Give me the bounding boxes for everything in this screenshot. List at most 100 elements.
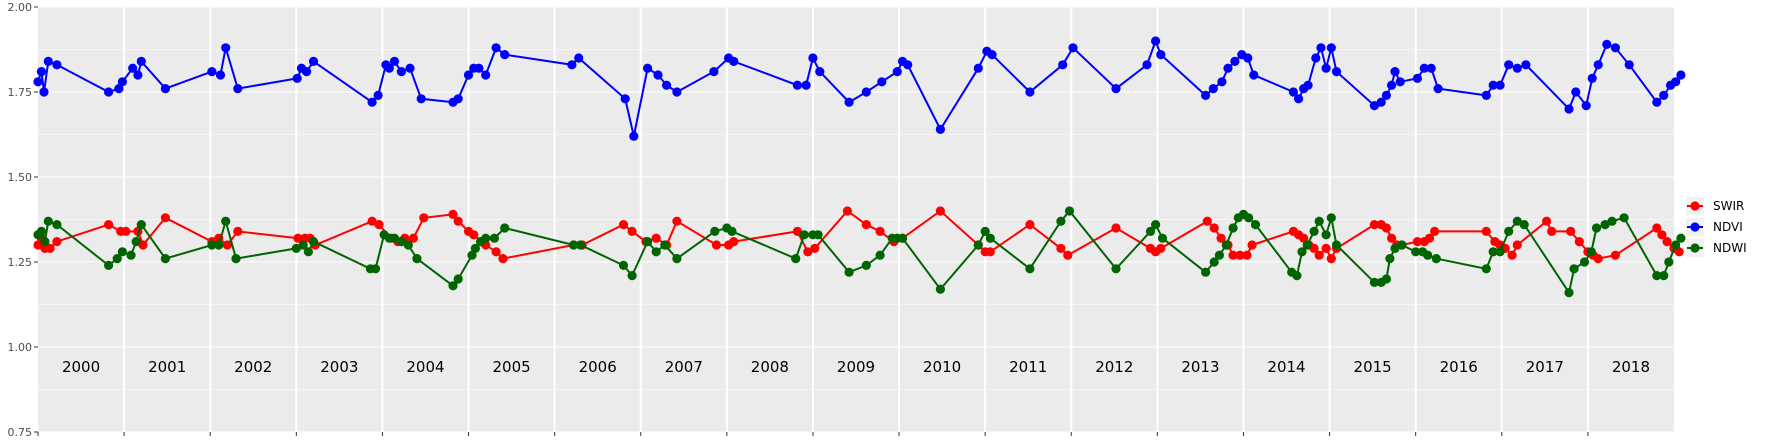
- data-point-ndwi: [1423, 250, 1433, 260]
- data-point-ndvi: [1326, 43, 1336, 53]
- data-point-ndvi: [1481, 90, 1491, 100]
- year-label: 2014: [1267, 358, 1305, 376]
- data-point-ndwi: [36, 226, 47, 236]
- data-point-ndwi: [1321, 230, 1331, 240]
- data-point-ndvi: [1217, 77, 1227, 87]
- data-point-ndwi: [1297, 247, 1307, 257]
- data-point-ndvi: [500, 50, 510, 60]
- data-point-ndwi: [1652, 271, 1662, 281]
- data-point-swir: [1321, 243, 1331, 253]
- data-point-ndvi: [416, 94, 426, 104]
- data-point-ndwi: [1664, 257, 1674, 267]
- data-point-ndwi: [52, 220, 62, 230]
- data-point-ndvi: [1151, 36, 1161, 46]
- data-point-ndwi: [308, 237, 319, 247]
- y-axis: 0.75 1.00 1.25 1.50 1.75 2.00: [8, 1, 38, 439]
- data-point-swir: [861, 220, 871, 230]
- data-point-ndvi: [302, 67, 312, 77]
- data-point-ndvi: [567, 60, 577, 70]
- data-point-ndwi: [489, 233, 499, 243]
- data-point-ndvi: [815, 67, 825, 77]
- data-point-ndvi: [1058, 60, 1068, 70]
- data-point-swir: [1209, 223, 1219, 233]
- data-point-ndwi: [861, 260, 871, 270]
- data-point-ndwi: [1201, 267, 1211, 277]
- data-point-ndvi: [1593, 60, 1603, 70]
- y-tick-label: 1.25: [8, 256, 33, 269]
- data-point-ndvi: [1111, 84, 1121, 94]
- data-point-ndvi: [1412, 73, 1422, 83]
- data-point-ndwi: [40, 237, 50, 247]
- data-point-ndwi: [1244, 213, 1254, 223]
- data-point-ndvi: [1419, 63, 1429, 73]
- data-point-ndwi: [1145, 226, 1156, 236]
- data-point-ndwi: [799, 230, 809, 240]
- data-point-ndvi: [373, 90, 383, 100]
- y-tick-label: 1.50: [8, 171, 33, 184]
- data-point-ndvi: [481, 70, 491, 80]
- data-point-swir: [1593, 254, 1603, 264]
- data-point-ndvi: [801, 80, 811, 90]
- data-point-swir: [1202, 216, 1212, 226]
- year-label: 2002: [234, 358, 272, 376]
- data-point-swir: [1662, 237, 1672, 247]
- data-point-swir: [233, 226, 243, 236]
- data-point-ndvi: [973, 63, 983, 73]
- data-point-ndwi: [412, 254, 422, 264]
- data-point-swir: [1314, 250, 1324, 260]
- year-labels: 2000 2001 2002 2003 2004 2005 2006 2007 2008 2009…: [62, 358, 1650, 376]
- data-point-ndwi: [1250, 220, 1261, 230]
- data-point-ndvi: [1564, 104, 1574, 114]
- year-label: 2003: [320, 358, 358, 376]
- data-point-ndwi: [1314, 216, 1324, 226]
- data-point-ndvi: [987, 50, 997, 60]
- data-point-ndvi: [1381, 90, 1391, 100]
- legend-label: SWIR: [1713, 199, 1744, 213]
- data-point-ndvi: [1659, 90, 1669, 100]
- data-point-ndwi: [467, 250, 477, 260]
- year-label: 2001: [148, 358, 186, 376]
- data-point-ndvi: [1321, 63, 1331, 73]
- data-point-ndwi: [298, 240, 308, 250]
- data-point-ndwi: [1504, 226, 1514, 236]
- data-point-swir: [491, 247, 501, 257]
- data-point-ndwi: [897, 233, 908, 243]
- data-point-ndwi: [1292, 271, 1302, 281]
- data-point-swir: [419, 213, 429, 223]
- data-point-ndvi: [729, 56, 739, 66]
- data-point-ndvi: [1025, 87, 1035, 97]
- year-label: 2005: [492, 358, 530, 376]
- data-point-ndvi: [52, 60, 62, 70]
- data-point-ndvi: [877, 77, 887, 87]
- data-point-ndvi: [453, 94, 463, 104]
- data-point-ndvi: [1624, 60, 1634, 70]
- data-point-swir: [651, 233, 661, 243]
- data-point-ndvi: [903, 60, 913, 70]
- data-point-ndwi: [672, 254, 682, 264]
- data-point-ndwi: [980, 226, 990, 236]
- data-point-ndwi: [160, 254, 170, 264]
- data-point-ndvi: [1311, 53, 1321, 63]
- data-point-ndwi: [643, 237, 653, 247]
- data-point-ndvi: [1376, 97, 1386, 107]
- data-point-ndvi: [463, 70, 474, 80]
- data-point-swir: [1652, 223, 1662, 233]
- data-point-swir: [1247, 240, 1257, 250]
- data-point-ndvi: [1142, 60, 1152, 70]
- data-point-swir: [1242, 250, 1252, 260]
- y-tick-label: 0.75: [8, 426, 33, 439]
- legend-item-ndwi: NDWI: [1686, 239, 1747, 257]
- data-point-ndvi: [844, 97, 854, 107]
- data-point-swir: [1507, 250, 1517, 260]
- data-point-swir: [1381, 223, 1391, 233]
- data-point-ndvi: [1610, 43, 1620, 53]
- data-point-ndvi: [1587, 73, 1597, 83]
- data-point-ndvi: [1223, 63, 1233, 73]
- legend-item-ndvi: NDVI: [1686, 218, 1743, 236]
- data-point-swir: [1657, 230, 1667, 240]
- series-layer: [33, 36, 1686, 298]
- data-point-swir: [1674, 247, 1684, 257]
- data-point-ndwi: [403, 240, 413, 250]
- data-point-ndwi: [569, 240, 579, 250]
